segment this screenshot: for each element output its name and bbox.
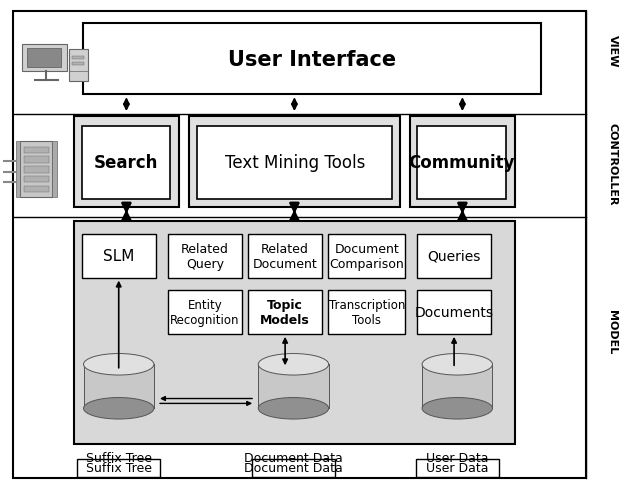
Bar [328,234,405,278]
Text: Queries: Queries [428,249,481,263]
Bar [72,57,84,60]
Bar [252,459,335,477]
Bar [410,117,515,207]
Bar [417,127,506,199]
Text: MODEL: MODEL [607,310,618,354]
Text: Transcription
Tools: Transcription Tools [328,298,405,326]
Bar [189,117,400,207]
Text: Suffix Tree: Suffix Tree [86,462,152,474]
Bar [74,117,179,207]
Text: Topic
Models: Topic Models [260,298,310,326]
Ellipse shape [259,398,329,419]
Bar [52,142,57,198]
Text: CONTROLLER: CONTROLLER [607,122,618,204]
Bar [69,50,88,81]
Text: Suffix Tree: Suffix Tree [86,451,152,465]
Text: Search: Search [94,154,158,172]
Bar [24,167,49,173]
Bar [168,290,242,334]
Text: Documents: Documents [415,305,493,319]
Text: Related
Document: Related Document [253,242,317,270]
Bar [72,62,84,66]
Text: Entity
Recognition: Entity Recognition [170,298,240,326]
Bar [77,459,160,477]
Bar [24,186,49,193]
Bar [82,127,170,199]
Text: Document
Comparison: Document Comparison [330,242,404,270]
Bar [24,177,49,183]
Text: User Interface: User Interface [228,50,396,70]
Ellipse shape [259,354,329,375]
Text: User Data: User Data [426,462,488,474]
Bar [422,365,493,408]
Bar [20,142,52,198]
Bar [74,222,515,444]
Text: SLM: SLM [103,249,134,264]
Ellipse shape [422,354,493,375]
Ellipse shape [83,354,154,375]
Bar [16,142,20,198]
Bar [24,147,49,154]
Bar [83,24,541,95]
Text: VIEW: VIEW [607,35,618,67]
Text: Related
Query: Related Query [181,242,229,270]
Text: Community: Community [408,154,515,172]
Bar [416,459,499,477]
Bar [259,365,329,408]
Bar [417,234,491,278]
Bar [22,45,67,72]
Bar [24,157,49,163]
Ellipse shape [422,398,493,419]
Bar [197,127,392,199]
Bar [248,290,322,334]
Text: User Data: User Data [426,451,488,465]
Bar [168,234,242,278]
Text: Text Mining Tools: Text Mining Tools [225,154,365,172]
Text: Document Data: Document Data [244,462,343,474]
Bar [328,290,405,334]
Text: Document Data: Document Data [244,451,343,465]
Bar [27,49,61,68]
Bar [417,290,491,334]
Bar [84,365,154,408]
Ellipse shape [83,398,154,419]
Bar [248,234,322,278]
Bar [13,12,586,478]
Bar [82,234,156,278]
